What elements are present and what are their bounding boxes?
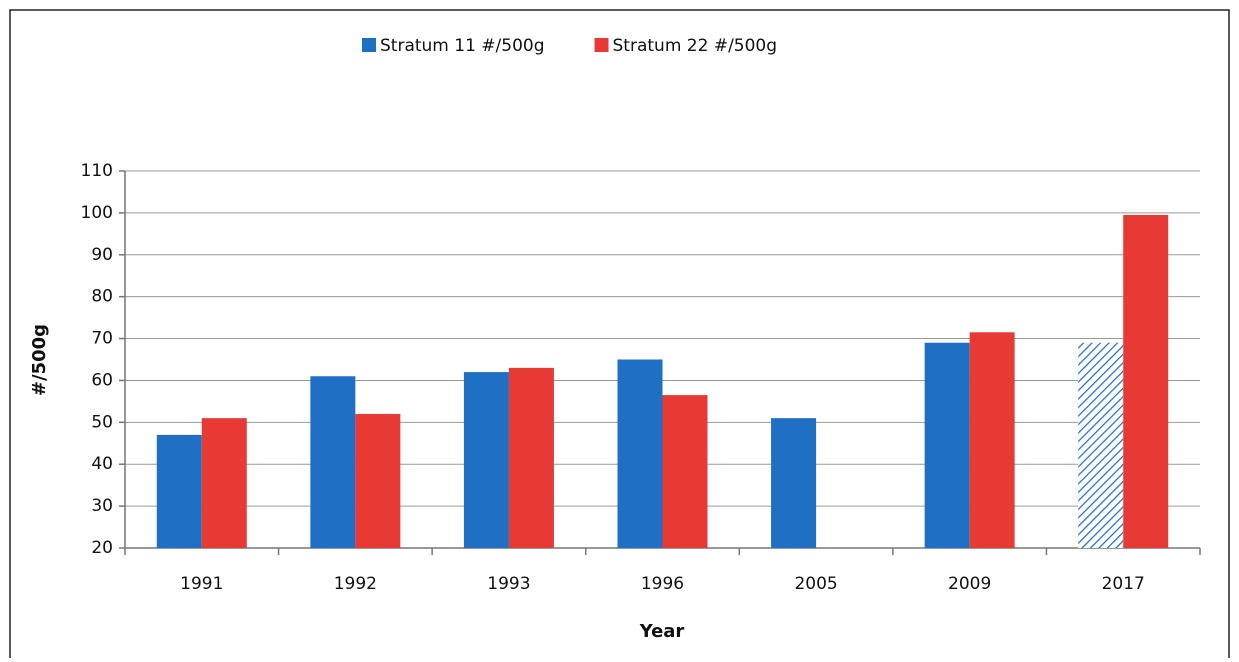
bar — [662, 395, 708, 548]
x-tick-label: 1996 — [641, 574, 684, 594]
bar — [310, 376, 356, 548]
bar — [1123, 214, 1169, 548]
x-tick-label: 2009 — [948, 574, 991, 594]
x-tick-label: 1992 — [334, 574, 377, 594]
bar — [156, 434, 202, 548]
y-axis-label: #/500g — [29, 324, 50, 396]
y-tick-label: 70 — [91, 329, 113, 349]
bar — [771, 418, 817, 548]
legend-swatch — [362, 38, 376, 52]
y-tick-label: 90 — [91, 245, 113, 265]
y-tick-label: 100 — [81, 203, 113, 223]
y-tick-label: 40 — [91, 454, 113, 474]
x-tick-label: 1991 — [180, 574, 223, 594]
bar — [508, 367, 554, 548]
y-tick-label: 50 — [91, 412, 113, 432]
legend-label: Stratum 22 #/500g — [613, 36, 778, 56]
x-tick-label: 2017 — [1102, 574, 1145, 594]
frame — [9, 9, 1230, 662]
bar — [969, 332, 1015, 548]
y-tick-label: 60 — [91, 370, 113, 390]
bar — [924, 342, 970, 548]
bar — [1078, 342, 1124, 548]
y-tick-label: 20 — [91, 538, 113, 558]
bar — [201, 418, 247, 548]
bar — [463, 372, 509, 548]
y-tick-label: 110 — [81, 161, 113, 181]
x-tick-label: 2005 — [794, 574, 837, 594]
y-tick-label: 80 — [91, 287, 113, 307]
bar — [355, 413, 401, 548]
legend-label: Stratum 11 #/500g — [380, 36, 545, 56]
legend-swatch — [594, 38, 609, 52]
bar — [617, 359, 663, 548]
x-tick-label: 1993 — [487, 574, 530, 594]
x-axis-label: Year — [639, 621, 685, 642]
y-tick-label: 30 — [91, 496, 113, 516]
